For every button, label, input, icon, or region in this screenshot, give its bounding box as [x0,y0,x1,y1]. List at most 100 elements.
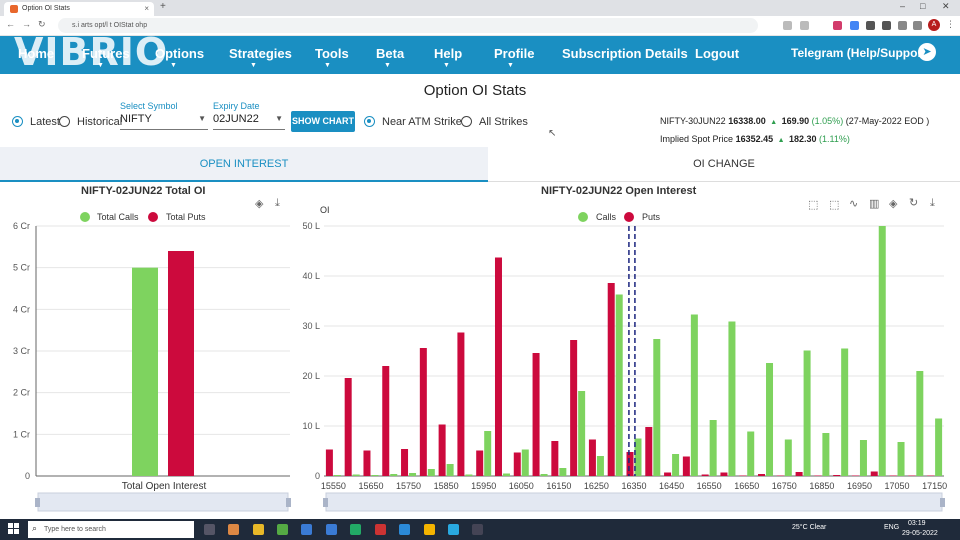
bar-calls [653,339,661,476]
spot-percent: (1.11%) [819,134,850,144]
bar-total-calls [132,267,158,476]
line-chart-icon[interactable]: ∿ [849,198,859,210]
near-atm-radio[interactable] [364,116,375,127]
tab-oi-change[interactable]: OI CHANGE [693,158,755,170]
show-chart-button[interactable]: SHOW CHART [291,111,355,132]
share-icon[interactable] [783,21,792,30]
nav-tools[interactable]: Tools [315,46,349,61]
bar-calls [578,391,586,476]
historical-radio[interactable] [59,116,70,127]
bar-chart-icon[interactable]: ▥ [869,198,880,210]
chevron-down-icon: ▼ [507,62,514,69]
y-tick-label: 2 Cr [13,388,30,398]
bar-calls [803,350,811,476]
app-icon[interactable] [350,524,361,535]
extension-icon[interactable] [866,21,875,30]
file-explorer-icon[interactable] [253,524,264,535]
bar-calls [390,474,398,476]
app-icon[interactable] [277,524,288,535]
zoom-reset-icon[interactable]: ⬚ [829,199,840,211]
taskbar-search[interactable]: Type here to search [28,521,194,538]
all-strikes-radio[interactable] [461,116,472,127]
maximize-icon[interactable]: □ [920,1,926,11]
bar-calls [690,314,698,476]
nav-subscription-details[interactable]: Subscription Details [562,46,688,61]
windows-start-icon[interactable] [8,523,20,535]
legend-puts[interactable]: Puts [642,212,661,222]
bar-puts [494,257,502,476]
expiry-date-label: Expiry Date [213,101,260,111]
legend-total-puts[interactable]: Total Puts [166,212,206,222]
nav-strategies[interactable]: Strategies [229,46,292,61]
edge-icon[interactable] [399,524,410,535]
nav-logout[interactable]: Logout [695,46,740,61]
site-navbar: VIBRIO Home Futures ▼ Options ▼ Strategi… [0,30,960,74]
nav-telegram[interactable]: Telegram (Help/Support) [791,46,931,60]
expiry-select[interactable]: 02JUN22 ▼ [213,113,285,130]
bar-puts [889,475,897,476]
app-icon[interactable] [448,524,459,535]
weather-status[interactable]: 25°C Clear [792,524,827,531]
menu-kebab-icon[interactable]: ⋮ [946,19,955,29]
legend-calls[interactable]: Calls [596,212,617,222]
chrome-icon[interactable] [424,524,435,535]
extension-icon[interactable] [850,21,859,30]
bar-puts [908,475,916,476]
near-atm-label: Near ATM Strikes [382,116,468,128]
nav-profile[interactable]: Profile [494,46,535,61]
bookmark-icon[interactable] [800,21,809,30]
profile-avatar[interactable]: A [928,19,940,31]
forward-icon[interactable]: → [22,19,31,29]
symbol-select[interactable]: NIFTY ▼ [120,113,208,130]
nav-beta[interactable]: Beta [376,46,405,61]
chevron-down-icon: ▼ [170,62,177,69]
sidebar-icon[interactable] [913,21,922,30]
tab-open-interest[interactable]: OPEN INTEREST [0,147,488,181]
language-indicator[interactable]: ENG [884,524,900,531]
nav-help[interactable]: Help [434,46,463,61]
task-view-icon[interactable] [204,524,215,535]
bar-calls [822,433,830,476]
window-close-icon[interactable]: ✕ [942,1,950,11]
telegram-icon[interactable]: ➤ [918,43,936,61]
back-icon[interactable]: ← [6,19,15,29]
nav-options[interactable]: Options [155,46,205,61]
mouse-cursor-icon: ↖ [548,128,557,139]
clock-time[interactable]: 03:19 [908,520,926,527]
tab-close-icon[interactable]: × [144,4,149,13]
address-bar[interactable]: s.i arts opt/l t OIStat ohp [58,18,758,33]
bar-calls [897,442,905,476]
favicon-icon [10,5,18,13]
bar-puts [833,475,841,476]
nav-futures[interactable]: Futures [82,46,130,61]
all-strikes-label: All Strikes [479,116,528,128]
x-tick-label: 15950 [471,481,496,491]
latest-radio[interactable] [12,116,23,127]
reload-icon[interactable]: ↻ [38,19,46,29]
x-tick-label: 17150 [922,481,947,491]
download-icon[interactable] [898,21,907,30]
refresh-icon[interactable]: ↻ [909,197,919,209]
extension-icon[interactable] [833,21,842,30]
app-icon[interactable] [326,524,337,535]
nav-home[interactable]: Home [18,46,55,61]
layers-icon[interactable]: ◈ [255,198,264,210]
extensions-puzzle-icon[interactable] [882,21,891,30]
new-tab-icon[interactable]: + [160,1,166,12]
bar-puts [814,475,822,476]
minimize-icon[interactable]: – [900,1,906,11]
app-icon[interactable] [301,524,312,535]
download-icon[interactable]: ⤓ [275,197,280,209]
chevron-down-icon: ▼ [275,114,283,123]
app-icon[interactable] [228,524,239,535]
clock-date[interactable]: 29-05-2022 [902,530,938,537]
y-tick-label: 50 L [302,221,320,231]
zoom-icon[interactable]: ⬚ [808,199,819,211]
download-icon[interactable]: ⤓ [930,197,935,209]
layers-icon[interactable]: ◈ [889,198,898,210]
x-tick-label: 15650 [358,481,383,491]
vivaldi-icon[interactable] [375,524,386,535]
legend-total-calls[interactable]: Total Calls [97,212,139,222]
app-icon[interactable] [472,524,483,535]
browser-tab[interactable]: Option OI Stats × [4,2,154,16]
